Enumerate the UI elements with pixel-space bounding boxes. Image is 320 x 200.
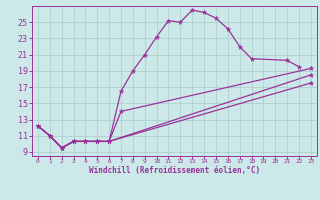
X-axis label: Windchill (Refroidissement éolien,°C): Windchill (Refroidissement éolien,°C) (89, 166, 260, 175)
